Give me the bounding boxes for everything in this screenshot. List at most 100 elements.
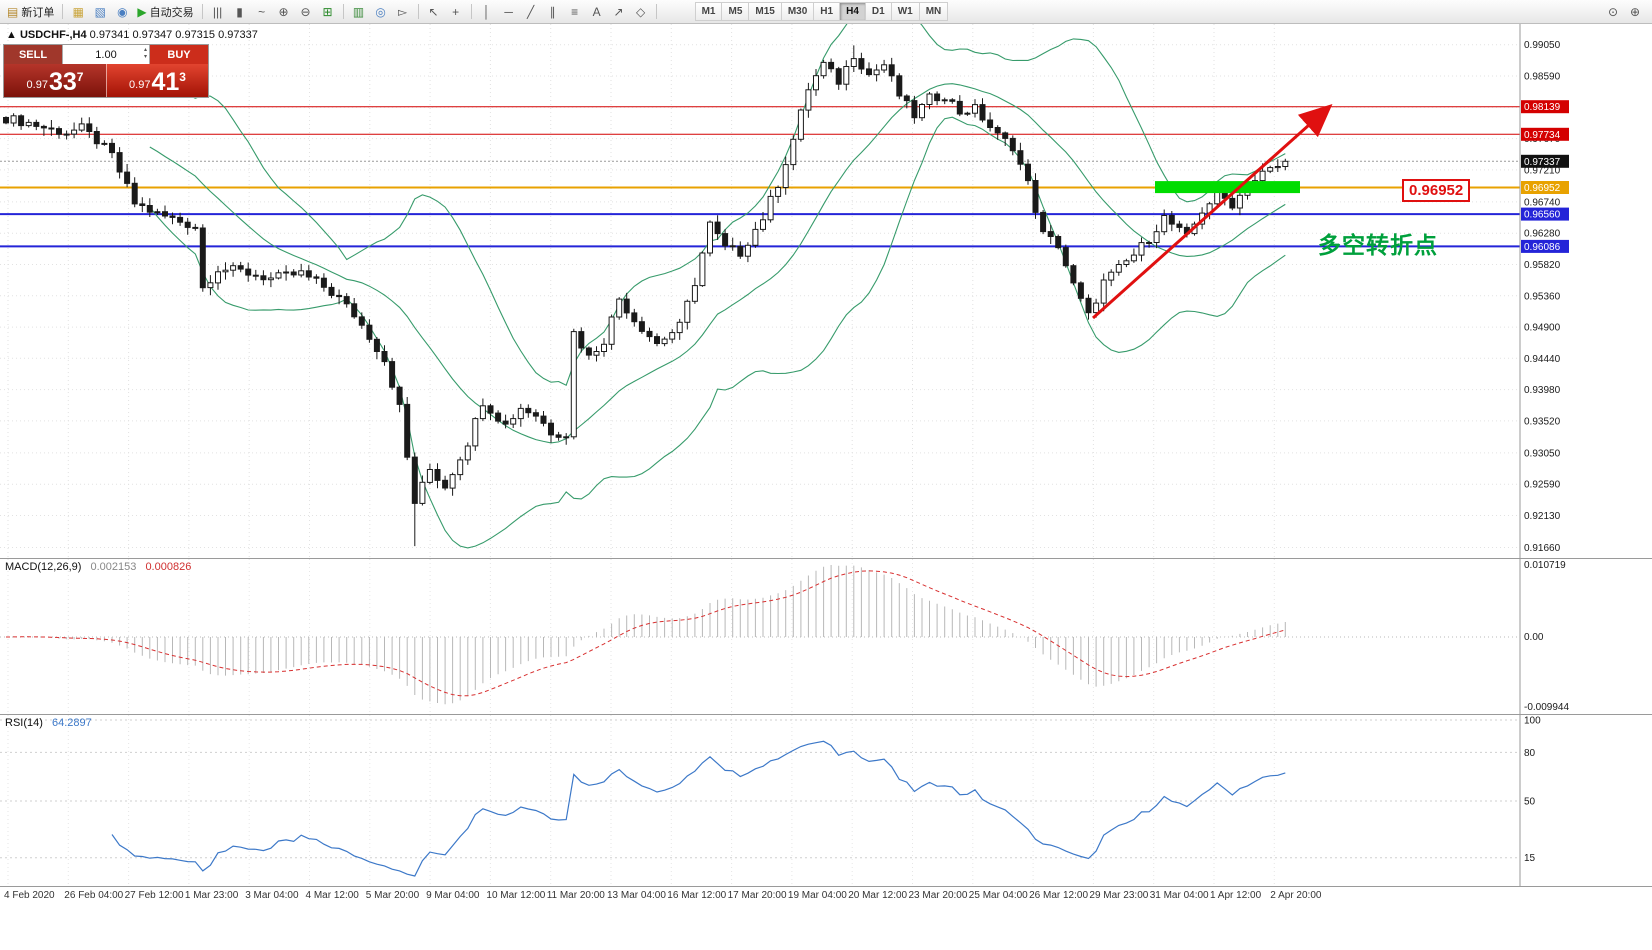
autotrading-button[interactable]: ▶ 自动交易 xyxy=(134,2,196,22)
time-axis-label: 23 Mar 20:00 xyxy=(908,890,968,901)
time-axis-label: 13 Mar 04:00 xyxy=(607,890,666,901)
sell-price-button[interactable]: 0.97 33 7 xyxy=(4,64,106,97)
svg-text:0.93520: 0.93520 xyxy=(1524,416,1561,427)
text-button[interactable]: A xyxy=(587,2,607,22)
price-axis: 0.990500.985900.976700.972100.967400.962… xyxy=(1519,24,1561,558)
autotrading-icon: ▶ xyxy=(137,4,147,19)
vertical-line-button[interactable]: │ xyxy=(477,2,497,22)
line-chart-button[interactable]: ~ xyxy=(252,2,272,22)
spinner-up-icon[interactable]: ▴ xyxy=(143,47,147,53)
volume-input[interactable]: 1.00 ▴ ▾ xyxy=(62,45,150,64)
svg-text:0.95360: 0.95360 xyxy=(1524,291,1561,302)
buy-price-button[interactable]: 0.97 41 3 xyxy=(106,64,208,97)
macd-histogram xyxy=(13,565,1286,705)
candlestick-chart-button[interactable]: ▮ xyxy=(230,2,250,22)
new-chart-button[interactable]: ▥ xyxy=(349,2,369,22)
tile-windows-button[interactable]: ⊞ xyxy=(318,2,338,22)
new-order-button-label: 新订单 xyxy=(21,6,55,19)
help-icon: ◉ xyxy=(117,4,128,19)
new-order-icon: ▤ xyxy=(7,4,19,19)
volume-value: 1.00 xyxy=(95,48,117,61)
candlestick-chart-icon: ▮ xyxy=(236,4,243,19)
timeframe-group: M1 M5 M15 M30 H1 H4 D1 W1 MN xyxy=(694,2,949,21)
timeframe-mn[interactable]: MN xyxy=(918,2,949,21)
time-axis-label: 4 Feb 2020 xyxy=(4,890,55,901)
crosshair-button[interactable]: + xyxy=(446,2,466,22)
bar-chart-button[interactable]: ||| xyxy=(208,2,228,22)
help-button[interactable]: ◉ xyxy=(112,2,132,22)
open-charts-button[interactable]: ▦ xyxy=(68,2,88,22)
price-callout-box: 0.96952 xyxy=(1402,179,1471,202)
sell-price-prefix: 0.97 xyxy=(26,79,48,91)
vertical-line-icon: │ xyxy=(482,4,491,19)
time-axis-label: 31 Mar 04:00 xyxy=(1149,890,1209,901)
svg-text:50: 50 xyxy=(1524,797,1536,808)
main-price-chart[interactable]: 0.990500.985900.976700.972100.967400.962… xyxy=(0,24,1652,558)
timeframe-h1[interactable]: H1 xyxy=(813,2,840,21)
shapes-button[interactable]: ◇ xyxy=(631,2,651,22)
sell-price-sup: 7 xyxy=(76,70,84,84)
sell-button[interactable]: SELL xyxy=(4,45,62,64)
rsi-name: RSI(14) xyxy=(5,717,43,729)
new-order-button[interactable]: ▤ 新订单 xyxy=(4,2,57,22)
svg-text:0.97734: 0.97734 xyxy=(1524,130,1561,141)
trend-arrow[interactable] xyxy=(1092,104,1333,320)
time-axis-label: 10 Mar 12:00 xyxy=(486,890,546,901)
buy-price-big: 41 xyxy=(151,68,180,96)
channel-button[interactable]: ∥ xyxy=(543,2,563,22)
rsi-grid xyxy=(7,715,1275,886)
volume-spinner[interactable]: ▴ ▾ xyxy=(144,47,147,61)
svg-text:0.92130: 0.92130 xyxy=(1524,511,1561,522)
macd-indicator-panel[interactable]: 0.010719 0.00 -0.009944 xyxy=(0,558,1652,714)
zoom-out-button[interactable]: ⊖ xyxy=(296,2,316,22)
spinner-down-icon[interactable]: ▾ xyxy=(143,54,147,60)
svg-text:0.97337: 0.97337 xyxy=(1524,157,1561,168)
ohlc-values: 0.97341 0.97347 0.97315 0.97337 xyxy=(89,29,258,41)
svg-text:0.99050: 0.99050 xyxy=(1524,40,1561,51)
time-axis-label: 19 Mar 04:00 xyxy=(787,890,847,901)
time-axis-label: 16 Mar 12:00 xyxy=(667,890,727,901)
cursor-button[interactable]: ↖ xyxy=(424,2,444,22)
svg-text:0.96560: 0.96560 xyxy=(1524,210,1561,221)
trendline-icon: ╱ xyxy=(526,4,535,19)
profiles-button[interactable]: ▧ xyxy=(90,2,110,22)
timeframe-m1[interactable]: M1 xyxy=(694,2,722,21)
one-click-collapse-icon[interactable]: ▲ xyxy=(6,29,17,41)
search-symbol-button[interactable]: ⊙ xyxy=(1607,5,1619,19)
timeframe-m15[interactable]: M15 xyxy=(748,2,781,21)
toolbar-separator xyxy=(342,4,344,19)
toolbar-separator xyxy=(470,4,472,19)
time-axis-label: 2 Apr 20:00 xyxy=(1270,890,1322,901)
bear-candles xyxy=(3,58,1236,504)
zoom-in-icon: ⊕ xyxy=(278,4,289,19)
time-axis-label: 5 Mar 20:00 xyxy=(365,890,420,901)
horizontal-line-button[interactable]: ─ xyxy=(499,2,519,22)
time-axis-label: 17 Mar 20:00 xyxy=(727,890,787,901)
zoom-in-button[interactable]: ⊕ xyxy=(274,2,294,22)
arrows-icon: ↗ xyxy=(613,4,624,19)
svg-text:0.97210: 0.97210 xyxy=(1524,165,1561,176)
timeframe-w1[interactable]: W1 xyxy=(890,2,919,21)
arrows-button[interactable]: ↗ xyxy=(609,2,629,22)
auto-scroll-button[interactable]: ◎ xyxy=(371,2,391,22)
auto-scroll-icon: ◎ xyxy=(375,4,386,19)
rsi-indicator-panel[interactable]: 100 80 50 15 xyxy=(0,714,1652,886)
support-zone-rectangle[interactable] xyxy=(1155,181,1300,194)
timeframe-m30[interactable]: M30 xyxy=(780,2,814,21)
timeframe-m5[interactable]: M5 xyxy=(721,2,749,21)
symbol-title: USDCHF-,H4 xyxy=(19,29,87,41)
chart-shift-button[interactable]: ▻ xyxy=(393,2,413,22)
time-axis-label: 3 Mar 04:00 xyxy=(245,890,299,901)
trendline-button[interactable]: ╱ xyxy=(521,2,541,22)
sell-price-big: 33 xyxy=(48,68,77,96)
magnifier-button[interactable]: ⊕ xyxy=(1629,5,1641,19)
svg-text:0.94900: 0.94900 xyxy=(1524,323,1561,334)
horizontal-line-icon: ─ xyxy=(504,4,513,19)
timeframe-d1[interactable]: D1 xyxy=(864,2,891,21)
fibonacci-button[interactable]: ≡ xyxy=(565,2,585,22)
svg-text:0.92590: 0.92590 xyxy=(1524,480,1561,491)
svg-text:15: 15 xyxy=(1524,853,1536,864)
macd-indicator-label: MACD(12,26,9) 0.002153 0.000826 xyxy=(5,561,191,573)
buy-button[interactable]: BUY xyxy=(150,45,208,64)
timeframe-h4[interactable]: H4 xyxy=(839,2,865,21)
